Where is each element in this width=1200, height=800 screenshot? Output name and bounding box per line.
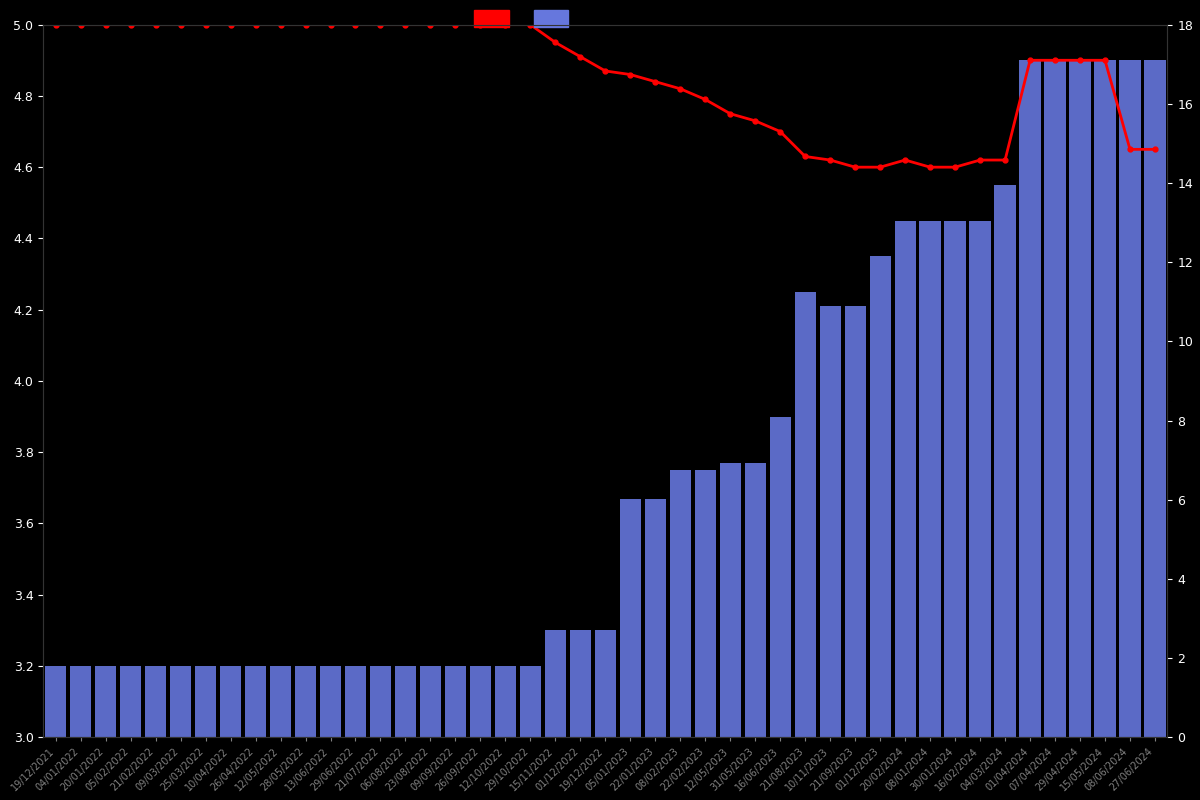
- Bar: [469, 666, 491, 738]
- Bar: [245, 666, 266, 738]
- Bar: [344, 666, 366, 738]
- Bar: [395, 666, 416, 738]
- Bar: [894, 221, 916, 738]
- Bar: [420, 666, 442, 738]
- Bar: [1094, 60, 1116, 738]
- Bar: [220, 666, 241, 738]
- Bar: [1069, 60, 1091, 738]
- Bar: [295, 666, 316, 738]
- Bar: [695, 470, 716, 738]
- Bar: [670, 470, 691, 738]
- Bar: [970, 221, 991, 738]
- Bar: [1020, 60, 1040, 738]
- Bar: [944, 221, 966, 738]
- Bar: [745, 463, 766, 738]
- Bar: [845, 306, 865, 738]
- Bar: [95, 666, 116, 738]
- Bar: [545, 630, 566, 738]
- Bar: [120, 666, 142, 738]
- Bar: [1145, 60, 1165, 738]
- Bar: [870, 256, 890, 738]
- Bar: [145, 666, 167, 738]
- Bar: [1044, 60, 1066, 738]
- Bar: [720, 463, 740, 738]
- Bar: [494, 666, 516, 738]
- Bar: [995, 185, 1015, 738]
- Bar: [46, 666, 66, 738]
- Legend: , : ,: [467, 3, 587, 34]
- Bar: [919, 221, 941, 738]
- Bar: [370, 666, 391, 738]
- Bar: [70, 666, 91, 738]
- Bar: [820, 306, 841, 738]
- Bar: [320, 666, 341, 738]
- Bar: [619, 498, 641, 738]
- Bar: [769, 417, 791, 738]
- Bar: [170, 666, 191, 738]
- Bar: [794, 292, 816, 738]
- Bar: [570, 630, 590, 738]
- Bar: [595, 630, 616, 738]
- Bar: [194, 666, 216, 738]
- Bar: [1120, 60, 1141, 738]
- Bar: [520, 666, 541, 738]
- Bar: [270, 666, 292, 738]
- Bar: [644, 498, 666, 738]
- Bar: [445, 666, 466, 738]
